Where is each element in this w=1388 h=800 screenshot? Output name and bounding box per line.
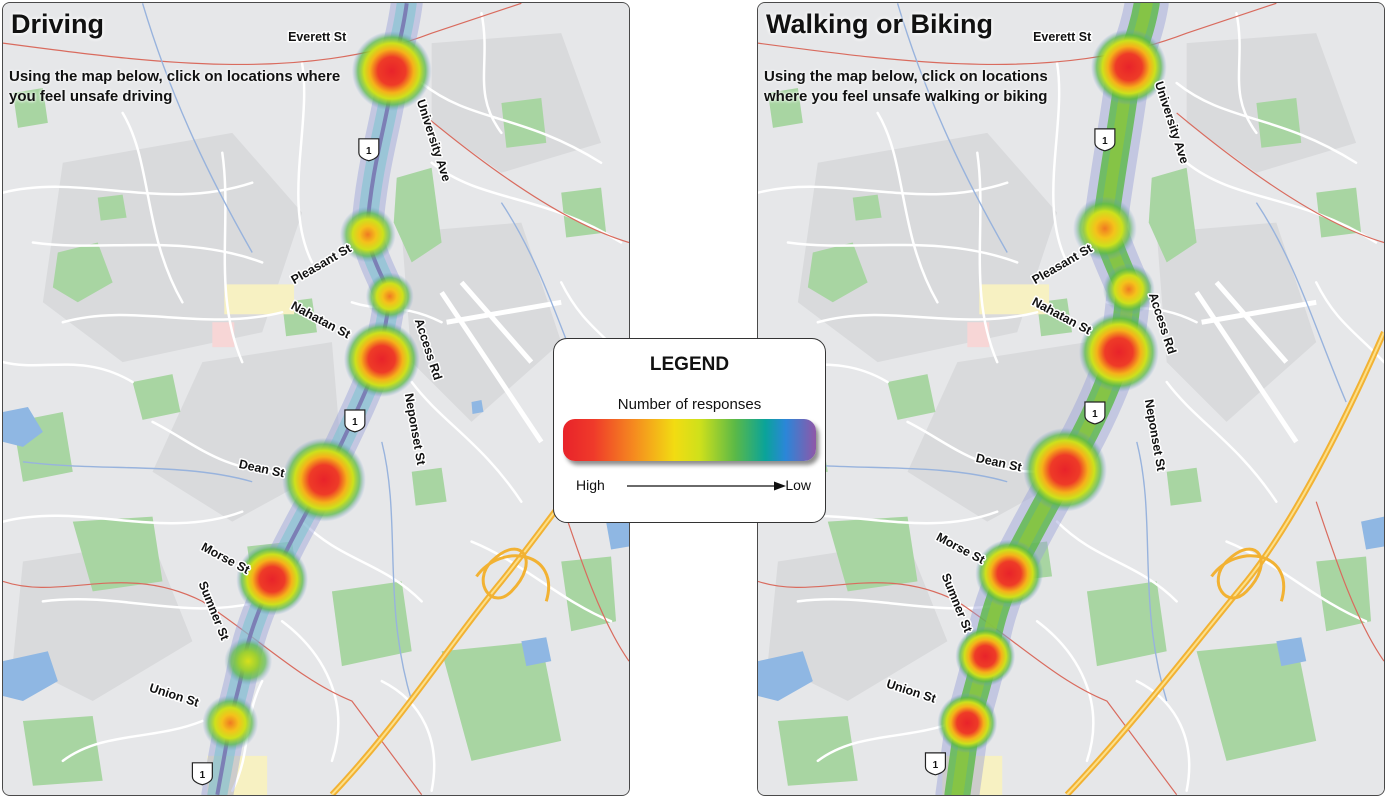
hotspot-union-st[interactable]: [202, 695, 259, 751]
driving-map-panel[interactable]: 1 1 1 Everett St University Ave Pleasant…: [2, 2, 630, 796]
hotspot-everett-st[interactable]: [351, 31, 432, 111]
svg-text:1: 1: [933, 760, 939, 771]
heatmap-hotspots: [202, 31, 432, 751]
route-shield-1-north: 1: [1094, 128, 1116, 152]
hotspot-nahatan-st[interactable]: [1102, 263, 1155, 316]
street-label-everett-st: Everett St: [1033, 30, 1091, 44]
hotspot-access-rd[interactable]: [343, 321, 420, 398]
walking-biking-map-panel[interactable]: 1 1 1 Everett St University Ave Pleasant…: [757, 2, 1385, 796]
hotspot-pleasant-st[interactable]: [1072, 196, 1137, 261]
walking-biking-panel-instructions: Using the map below, click on locations …: [764, 68, 1048, 105]
airport-runways: [439, 280, 562, 444]
legend-high-label: High: [576, 477, 605, 493]
hotspot-sumner-st[interactable]: [955, 626, 1016, 687]
svg-text:1: 1: [366, 146, 372, 157]
route-shield-1-mid: 1: [1084, 401, 1106, 425]
hospital-area: [212, 322, 235, 348]
heatmap-legend: LEGEND Number of responses High Low: [553, 338, 826, 523]
svg-text:1: 1: [200, 770, 206, 781]
heatmap-hotspots: [937, 29, 1167, 753]
route-shield-1-south: 1: [191, 762, 213, 786]
driving-panel-title: Driving: [11, 9, 105, 39]
hotspot-sumner-st[interactable]: [224, 637, 273, 686]
airport-runways: [1194, 280, 1317, 444]
hotspot-pleasant-st[interactable]: [339, 206, 396, 263]
street-label-everett-st: Everett St: [288, 30, 346, 44]
walking-biking-map[interactable]: 1 1 1 Everett St University Ave Pleasant…: [758, 3, 1384, 795]
hotspot-morse-st[interactable]: [975, 539, 1044, 608]
legend-arrow-icon: [627, 481, 786, 491]
commercial-area: [979, 284, 1050, 315]
hotspot-dean-st[interactable]: [1023, 427, 1107, 512]
commercial-area: [224, 284, 295, 315]
legend-color-scale: [563, 419, 816, 461]
driving-map[interactable]: 1 1 1 Everett St University Ave Pleasant…: [3, 3, 629, 795]
route-shield-1-south: 1: [924, 752, 946, 776]
legend-title: LEGEND: [649, 354, 730, 375]
legend-subtitle: Number of responses: [617, 396, 762, 413]
hotspot-union-st[interactable]: [937, 693, 998, 753]
route-shield-1-north: 1: [358, 138, 380, 162]
hotspot-everett-st[interactable]: [1090, 29, 1167, 105]
hotspot-access-rd[interactable]: [1078, 312, 1159, 393]
walking-biking-panel-title: Walking or Biking: [766, 9, 994, 39]
water: [3, 399, 629, 702]
hotspot-nahatan-st[interactable]: [365, 272, 414, 321]
interstate-highway: [1064, 331, 1384, 795]
svg-text:1: 1: [1092, 409, 1098, 420]
route-shield-1-mid: 1: [344, 409, 366, 433]
hospital-area: [967, 322, 990, 348]
hotspot-morse-st[interactable]: [236, 543, 309, 616]
svg-text:1: 1: [1102, 136, 1108, 147]
hotspot-dean-st[interactable]: [282, 437, 366, 522]
driving-panel-instructions: Using the map below, click on locations …: [9, 68, 341, 105]
legend-low-label: Low: [785, 477, 811, 493]
svg-text:1: 1: [352, 417, 358, 428]
